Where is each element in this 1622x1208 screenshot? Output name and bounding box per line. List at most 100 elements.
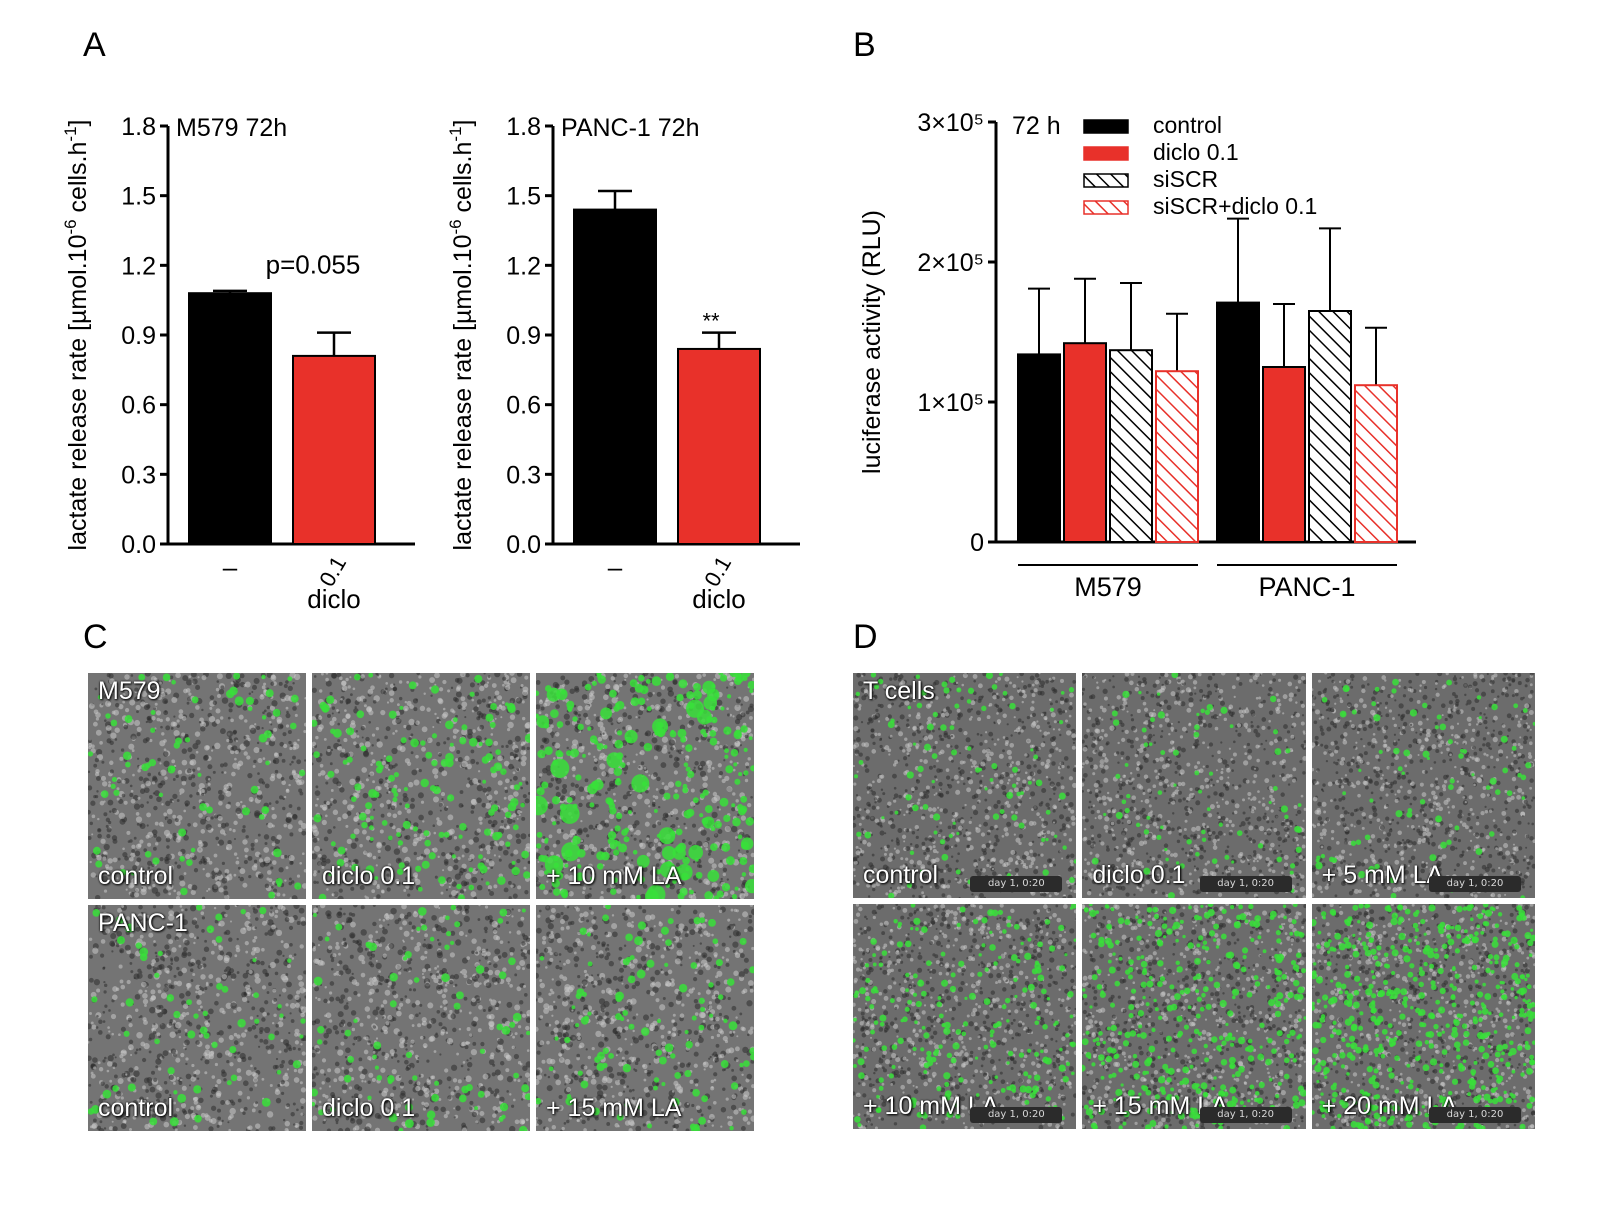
legend-label: diclo 0.1 xyxy=(1153,139,1239,165)
micrograph-image xyxy=(536,673,754,899)
micrograph-image xyxy=(536,905,754,1131)
micrograph-image xyxy=(312,673,530,899)
cell-line-label: PANC-1 xyxy=(98,909,188,937)
y-tick-label: 0.9 xyxy=(121,322,156,350)
chart-title: PANC-1 72h xyxy=(561,114,700,142)
condition-label: control xyxy=(98,1094,174,1122)
legend-swatch xyxy=(1083,200,1129,215)
y-axis-label: lactate release rate [µmol.10-6 cells.h-… xyxy=(61,120,92,551)
panel-d-tile: + 5 mM LA day 1, 0:20 xyxy=(1311,673,1535,898)
panel-c-micrographs: M579 control diclo 0.1 + 10 mM LA PANC-1 cont… xyxy=(88,673,754,1131)
panel-d-tile: diclo 0.1 day 1, 0:20 xyxy=(1082,673,1306,898)
legend-label: siSCR xyxy=(1153,166,1218,192)
bar-siscr-diclo-0-1 xyxy=(1155,370,1199,544)
timestamp-badge: day 1, 0:20 xyxy=(1428,1107,1521,1123)
timestamp-badge: day 1, 0:20 xyxy=(970,1107,1063,1123)
y-tick-label: 0.6 xyxy=(121,392,156,420)
micrograph-image xyxy=(853,904,1077,1129)
timestamp-badge: day 1, 0:20 xyxy=(1199,1107,1292,1123)
y-tick-label: 0.0 xyxy=(121,531,156,559)
y-tick-label: 1.5 xyxy=(506,183,541,211)
panel-d-micrographs: T cells control day 1, 0:20 diclo 0.1 day 1,… xyxy=(853,673,1535,1129)
bar-diclo xyxy=(677,347,761,545)
y-tick-label: 0.3 xyxy=(121,461,156,489)
y-axis-label: luciferase activity (RLU) xyxy=(858,210,886,474)
y-tick-label: 0.9 xyxy=(506,322,541,350)
cell-line-label: T cells xyxy=(863,677,935,705)
micrograph-image xyxy=(853,673,1077,898)
chart-title: M579 72h xyxy=(176,114,287,142)
significance-annotation: p=0.055 xyxy=(266,249,361,279)
y-tick-label: 0.6 xyxy=(506,392,541,420)
x-tick-label: – xyxy=(223,552,238,582)
y-tick-label: 1.8 xyxy=(506,113,541,141)
bar-siscr xyxy=(1308,310,1352,543)
x-axis-label: diclo xyxy=(692,584,745,614)
group-label: M579 xyxy=(1074,572,1142,602)
panel-letter-d: D xyxy=(853,618,878,656)
bar-siscr xyxy=(1109,349,1153,544)
panel-c-tile: diclo 0.1 xyxy=(312,905,530,1131)
group-label: PANC-1 xyxy=(1258,572,1355,602)
panel-letter-b: B xyxy=(853,26,876,64)
chart-title: 72 h xyxy=(1012,112,1061,140)
condition-label: diclo 0.1 xyxy=(322,862,416,890)
panel-c-tile: + 10 mM LA xyxy=(536,673,754,899)
legend-swatch xyxy=(1083,173,1129,188)
legend-swatch xyxy=(1083,146,1129,161)
panel-c-tile: M579 control xyxy=(88,673,306,899)
legend-label: siSCR+diclo 0.1 xyxy=(1153,193,1317,219)
micrograph-image xyxy=(88,905,306,1131)
y-tick-label: 0.0 xyxy=(506,531,541,559)
y-tick-label: 1.2 xyxy=(121,252,156,280)
panel-c-tile: diclo 0.1 xyxy=(312,673,530,899)
y-tick-label: 0 xyxy=(970,529,984,557)
bar-siscr-diclo-0-1 xyxy=(1354,384,1398,544)
micrograph-image xyxy=(1082,904,1306,1129)
panel-d-tile: + 10 mM LA day 1, 0:20 xyxy=(853,904,1077,1129)
panel-letter-c: C xyxy=(83,618,108,656)
y-tick-label: 3×10⁵ xyxy=(917,109,984,137)
y-tick-label: 1.2 xyxy=(506,252,541,280)
micrograph-image xyxy=(1082,673,1306,898)
y-tick-label: 2×10⁵ xyxy=(917,249,984,277)
timestamp-badge: day 1, 0:20 xyxy=(970,876,1063,892)
panel-d-tile: + 20 mM LA day 1, 0:20 xyxy=(1311,904,1535,1129)
timestamp-badge: day 1, 0:20 xyxy=(1199,876,1292,892)
y-tick-label: 1×10⁵ xyxy=(917,389,984,417)
panel-c-tile: + 15 mM LA xyxy=(536,905,754,1131)
y-axis-label: lactate release rate [µmol.10-6 cells.h-… xyxy=(446,120,477,551)
condition-label: + 10 mM LA xyxy=(546,862,682,890)
bar-control xyxy=(1017,353,1061,543)
micrograph-image xyxy=(1311,904,1535,1129)
cell-line-label: M579 xyxy=(98,677,161,705)
legend-label: control xyxy=(1153,112,1222,138)
x-tick-label: – xyxy=(608,552,623,582)
timestamp-badge: day 1, 0:20 xyxy=(1428,876,1521,892)
panel-d-tile: T cells control day 1, 0:20 xyxy=(853,673,1077,898)
micrograph-image xyxy=(312,905,530,1131)
panel-c-tile: PANC-1 control xyxy=(88,905,306,1131)
bar-control xyxy=(188,292,272,545)
y-tick-label: 1.8 xyxy=(121,113,156,141)
micrograph-image xyxy=(1311,673,1535,898)
condition-label: + 15 mM LA xyxy=(546,1094,682,1122)
bar-diclo-0-1 xyxy=(1063,342,1107,544)
condition-label: control xyxy=(98,862,174,890)
bar-diclo-0-1 xyxy=(1262,366,1306,543)
y-tick-label: 0.3 xyxy=(506,461,541,489)
bar-control xyxy=(573,208,657,545)
micrograph-image xyxy=(88,673,306,899)
x-axis-label: diclo xyxy=(307,584,360,614)
chart-a-panc1: lactate release rate [µmol.10-6 cells.h-… xyxy=(446,113,800,614)
chart-a-m579: lactate release rate [µmol.10-6 cells.h-… xyxy=(61,113,415,614)
panel-d-tile: + 15 mM LA day 1, 0:20 xyxy=(1082,904,1306,1129)
chart-b-luciferase: luciferase activity (RLU) 0 1×10⁵ 2×10⁵ 3×10… xyxy=(858,109,1416,602)
condition-label: diclo 0.1 xyxy=(1092,861,1186,889)
condition-label: + 5 mM LA xyxy=(1321,861,1444,889)
condition-label: diclo 0.1 xyxy=(322,1094,416,1122)
y-tick-label: 1.5 xyxy=(121,183,156,211)
bar-diclo xyxy=(292,354,376,545)
panel-letter-a: A xyxy=(83,26,106,64)
legend-swatch xyxy=(1083,119,1129,134)
